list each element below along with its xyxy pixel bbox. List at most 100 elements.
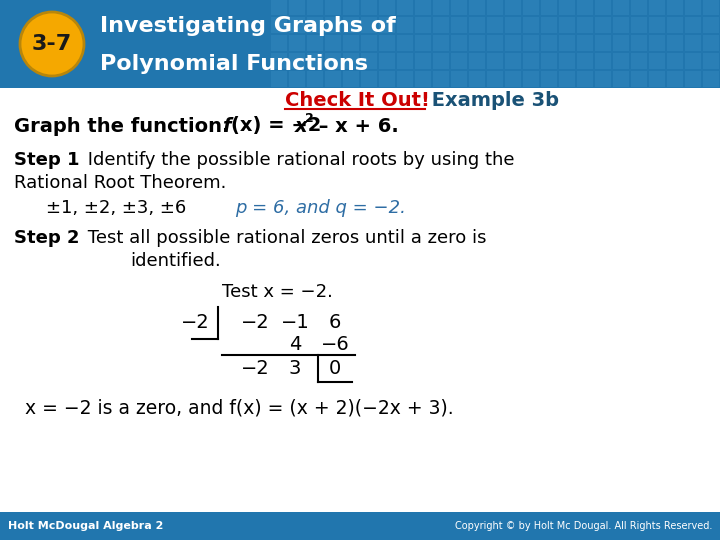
Bar (703, 17, 719, 33)
Bar (541, 17, 557, 33)
Bar (379, 53, 395, 69)
Text: Graph the function.: Graph the function. (14, 117, 236, 136)
Bar (451, 71, 467, 87)
Bar (523, 53, 539, 69)
Bar (325, 53, 341, 69)
Text: ±1, ±2, ±3, ±6: ±1, ±2, ±3, ±6 (46, 199, 186, 217)
Bar (541, 0, 557, 15)
Bar (613, 35, 629, 51)
Bar (577, 0, 593, 15)
Bar (631, 71, 647, 87)
Text: – x + 6.: – x + 6. (312, 117, 399, 136)
Bar (505, 0, 521, 15)
Bar (379, 35, 395, 51)
Bar (685, 71, 701, 87)
Bar (631, 53, 647, 69)
Bar (469, 0, 485, 15)
Bar (559, 17, 575, 33)
Bar (289, 17, 305, 33)
Bar (325, 17, 341, 33)
Bar (433, 35, 449, 51)
Bar (343, 17, 359, 33)
Bar (379, 71, 395, 87)
Text: Rational Root Theorem.: Rational Root Theorem. (14, 174, 226, 192)
Text: 3-7: 3-7 (32, 34, 72, 54)
Bar (577, 71, 593, 87)
Bar (397, 0, 413, 15)
Bar (343, 35, 359, 51)
Text: x = −2 is a zero, and f(x) = (x + 2)(−2x + 3).: x = −2 is a zero, and f(x) = (x + 2)(−2x… (25, 399, 454, 417)
Bar (433, 0, 449, 15)
Bar (595, 71, 611, 87)
Bar (685, 53, 701, 69)
Bar (361, 0, 377, 15)
Bar (595, 53, 611, 69)
Bar (433, 53, 449, 69)
Bar (289, 71, 305, 87)
Text: Investigating Graphs of: Investigating Graphs of (100, 16, 396, 36)
Bar (433, 17, 449, 33)
Bar (343, 0, 359, 15)
Bar (541, 35, 557, 51)
Bar (613, 71, 629, 87)
Bar (703, 35, 719, 51)
Bar (325, 71, 341, 87)
Bar (307, 53, 323, 69)
Bar (343, 71, 359, 87)
Bar (307, 35, 323, 51)
Bar (595, 17, 611, 33)
Text: p = 6, and q = −2.: p = 6, and q = −2. (235, 199, 406, 217)
Text: 4: 4 (289, 335, 301, 354)
Bar (451, 35, 467, 51)
Bar (397, 53, 413, 69)
Bar (703, 53, 719, 69)
Bar (523, 0, 539, 15)
Bar (649, 71, 665, 87)
Text: Check It Out!: Check It Out! (285, 91, 430, 110)
Bar (577, 53, 593, 69)
Bar (613, 17, 629, 33)
Bar (451, 53, 467, 69)
Bar (0, 0, 720, 88)
Bar (541, 71, 557, 87)
Bar (271, 0, 287, 15)
Bar (271, 71, 287, 87)
Text: Polynomial Functions: Polynomial Functions (100, 54, 368, 74)
Bar (667, 0, 683, 15)
Bar (577, 17, 593, 33)
Bar (361, 53, 377, 69)
Bar (379, 17, 395, 33)
Bar (415, 53, 431, 69)
Bar (613, 53, 629, 69)
Bar (559, 53, 575, 69)
Bar (469, 71, 485, 87)
Bar (559, 35, 575, 51)
Bar (595, 35, 611, 51)
Text: 3: 3 (289, 359, 301, 377)
Text: −2: −2 (240, 359, 269, 377)
Bar (379, 0, 395, 15)
Bar (361, 17, 377, 33)
Bar (469, 53, 485, 69)
Bar (523, 35, 539, 51)
Bar (577, 35, 593, 51)
Bar (613, 0, 629, 15)
Bar (505, 71, 521, 87)
Bar (559, 71, 575, 87)
Bar (451, 17, 467, 33)
Text: Test x = −2.: Test x = −2. (222, 283, 333, 301)
Bar (631, 17, 647, 33)
Text: −1: −1 (281, 314, 310, 333)
Bar (649, 35, 665, 51)
Bar (703, 0, 719, 15)
Bar (307, 17, 323, 33)
Bar (469, 35, 485, 51)
Bar (451, 0, 467, 15)
Bar (541, 53, 557, 69)
Bar (307, 0, 323, 15)
Bar (271, 53, 287, 69)
Bar (415, 0, 431, 15)
Text: Copyright © by Holt Mc Dougal. All Rights Reserved.: Copyright © by Holt Mc Dougal. All Right… (454, 521, 712, 531)
Bar (289, 53, 305, 69)
Bar (307, 71, 323, 87)
